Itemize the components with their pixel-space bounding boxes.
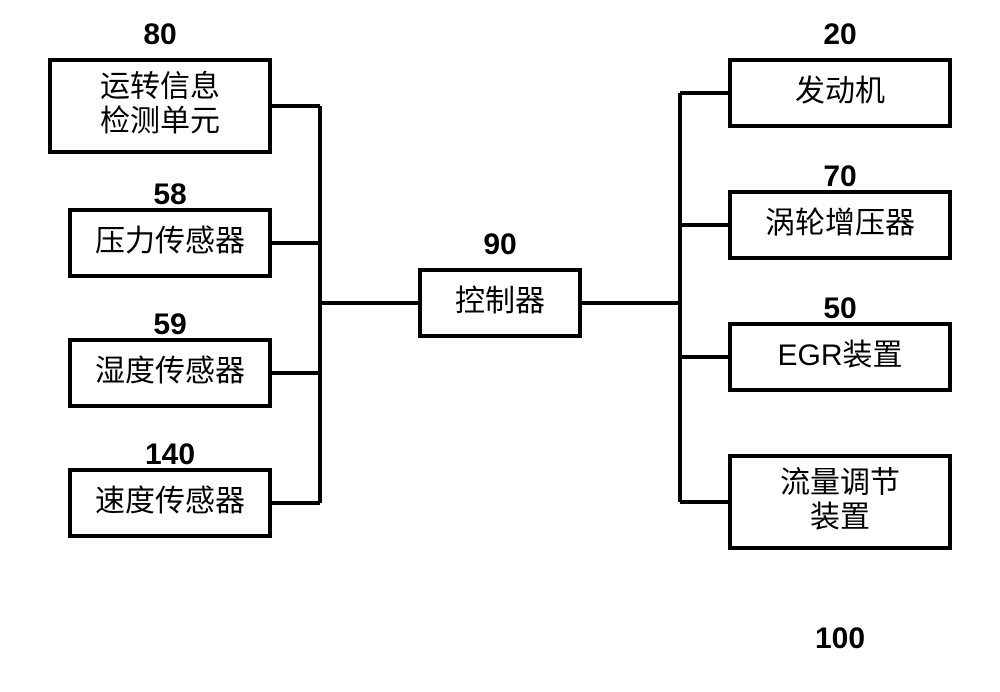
humidity-label-0: 湿度传感器: [95, 355, 245, 388]
speed-label-0: 速度传感器: [95, 485, 245, 518]
flow-label-0: 流量调节: [780, 467, 900, 500]
controller-num: 90: [483, 228, 516, 261]
op-info-num: 80: [143, 18, 176, 51]
op-info-label-1: 检测单元: [100, 105, 220, 138]
engine-label-0: 发动机: [795, 75, 885, 108]
egr-num: 50: [823, 292, 856, 325]
block-diagram: 80 运转信息检测单元 58 压力传感器 59 湿度传感器 140 速度传感器 20 发动机 70 涡…: [0, 0, 1000, 692]
turbo-num: 70: [823, 160, 856, 193]
flow-label-1: 装置: [810, 501, 870, 534]
flow-num: 100: [815, 622, 865, 655]
humidity-num: 59: [153, 308, 186, 341]
speed-num: 140: [145, 438, 195, 471]
engine-num: 20: [823, 18, 856, 51]
controller-label-0: 控制器: [455, 285, 545, 318]
pressure-num: 58: [153, 178, 186, 211]
op-info-label-0: 运转信息: [100, 71, 220, 104]
turbo-label-0: 涡轮增压器: [765, 207, 915, 240]
pressure-label-0: 压力传感器: [95, 225, 245, 258]
egr-label-0: EGR装置: [777, 339, 902, 372]
